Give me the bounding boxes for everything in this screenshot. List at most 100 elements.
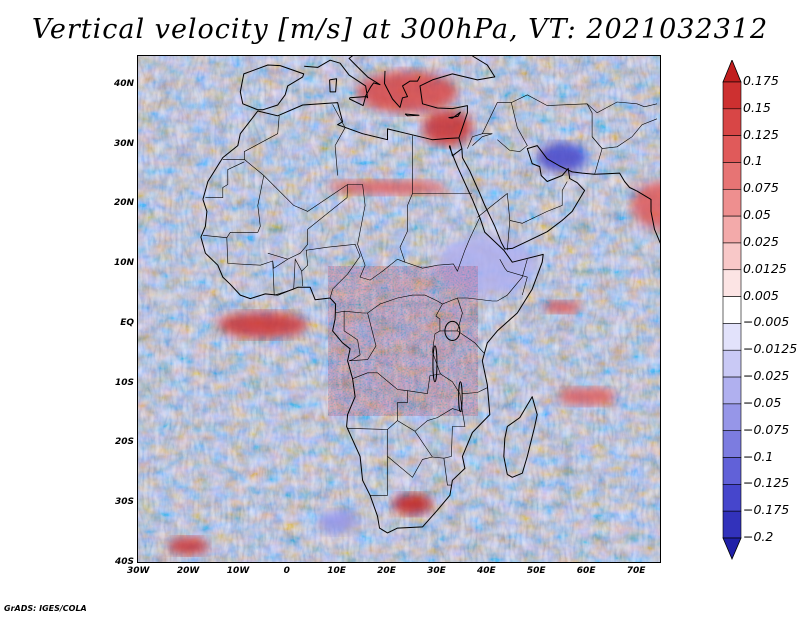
colorbar-tick-label: −0.025 — [743, 368, 790, 384]
coastline — [329, 78, 338, 93]
country-border — [467, 133, 493, 149]
colorbar-tick-label: 0.005 — [743, 287, 779, 303]
country-border — [457, 297, 463, 331]
colorbar-bin — [722, 430, 742, 458]
grads-credit: GrADS: IGES/COLA — [4, 604, 87, 613]
country-border — [226, 175, 265, 238]
border-layer — [202, 94, 658, 496]
country-border — [335, 259, 528, 314]
lon-tick-label: 20E — [377, 566, 396, 576]
colorbar-bin — [722, 242, 742, 271]
country-border — [462, 387, 488, 394]
colorbar-tick-label: 0.15 — [743, 99, 771, 115]
country-border — [591, 118, 658, 149]
colorbar-bin — [722, 349, 742, 378]
map-canvas — [138, 56, 660, 562]
country-border — [205, 161, 245, 198]
country-border — [244, 159, 363, 212]
anomaly-region — [537, 142, 588, 173]
country-border — [332, 104, 346, 146]
coastline — [384, 70, 421, 108]
lon-tick-label: 50E — [526, 566, 546, 576]
colorbar-bin — [722, 323, 742, 351]
lat-tick-label: 20N — [113, 198, 134, 209]
colorbar-tick-label: 0.05 — [743, 207, 771, 223]
country-border — [397, 373, 463, 432]
country-border — [222, 115, 280, 160]
highlight-layer — [167, 70, 660, 556]
anomaly-region — [542, 301, 583, 313]
lon-tick-label: 0 — [283, 566, 290, 576]
country-border — [334, 145, 338, 176]
colorbar-bin — [722, 81, 742, 110]
coastline — [448, 111, 461, 119]
colorbar-tick-label: 0.175 — [743, 73, 779, 88]
country-border — [267, 184, 348, 260]
colorbar-tick-label: 0.125 — [743, 126, 779, 142]
lat-tick-label: 40N — [113, 78, 134, 89]
coastline — [503, 396, 538, 478]
map-plot-area — [137, 55, 661, 563]
anomaly-region — [557, 387, 618, 406]
anomaly-region — [217, 311, 308, 339]
colorbar-tick-label: −0.125 — [743, 475, 790, 491]
colorbar-bin — [722, 215, 742, 244]
lat-tick-label: 40S — [114, 557, 134, 567]
colorbar-tick-label: 0.075 — [743, 180, 779, 196]
colorbar-bottom-triangle — [722, 537, 742, 560]
lat-tick-label: 10S — [114, 377, 134, 388]
colorbar-bin — [722, 457, 742, 485]
colorbar-tick-label: 0.025 — [743, 233, 779, 249]
lon-tick-label: 70E — [626, 566, 646, 576]
lon-tick-label: 30W — [127, 566, 150, 576]
colorbar-bin — [722, 135, 742, 163]
lat-tick-label: EQ — [120, 317, 134, 328]
coastline-layer — [200, 56, 660, 534]
country-border — [482, 102, 528, 152]
colorbar-bin — [722, 376, 742, 405]
colorbar-tick-label: −0.1 — [743, 448, 774, 464]
tropical-speckle — [328, 266, 478, 416]
lon-tick-label: 20W — [176, 566, 200, 576]
anomaly-region — [422, 109, 473, 146]
colorbar — [722, 60, 742, 560]
lon-tick-label: 30E — [427, 566, 446, 576]
lat-tick-label: 30S — [114, 497, 134, 508]
country-border — [272, 258, 303, 296]
anomaly-region — [317, 510, 358, 535]
colorbar-tick-label: −0.005 — [743, 314, 790, 330]
country-border — [343, 311, 361, 362]
colorbar-tick-label: −0.075 — [743, 421, 790, 437]
anomaly-region — [632, 181, 660, 230]
coastline — [239, 64, 305, 111]
country-border — [399, 193, 481, 272]
colorbar-bin — [722, 162, 742, 190]
colorbar-bin — [722, 296, 742, 324]
colorbar-top-triangle — [722, 60, 742, 83]
country-border — [477, 192, 511, 221]
colorbar-tick-label: −0.0125 — [743, 341, 798, 357]
anomaly-region — [357, 70, 458, 113]
lon-tick-label: 10W — [226, 566, 250, 576]
anomaly-region — [167, 537, 208, 556]
colorbar-tick-label: 0.1 — [743, 153, 763, 169]
country-border — [407, 303, 443, 395]
anomaly-region — [392, 493, 433, 515]
country-border — [387, 456, 433, 478]
colorbar-tick-label: −0.2 — [743, 529, 774, 544]
lat-tick-label: 20S — [114, 437, 134, 448]
colorbar-bin — [722, 269, 742, 297]
colorbar-tick-label: −0.05 — [743, 394, 782, 410]
country-border — [370, 429, 388, 496]
coastline — [304, 56, 381, 99]
colorbar-bin — [722, 403, 742, 432]
chart-title: Vertical velocity [m/s] at 300hPa, VT: 2… — [31, 14, 769, 45]
colorbar-bin — [722, 484, 742, 512]
anomaly-region — [327, 180, 448, 195]
country-border — [439, 330, 485, 354]
lon-tick-label: 40E — [476, 566, 496, 576]
country-border — [301, 243, 361, 299]
lat-tick-label: 30N — [113, 138, 134, 149]
coastline — [404, 113, 420, 117]
colorbar-tick-label: 0.0125 — [743, 260, 787, 276]
